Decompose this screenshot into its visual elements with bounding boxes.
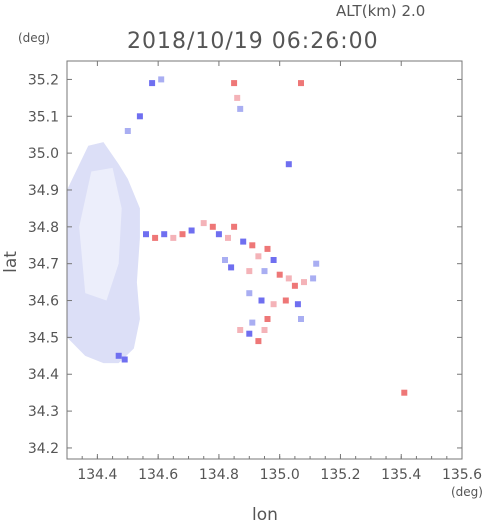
y-tick-label: 35.1 — [28, 109, 59, 125]
y-tick-label: 34.4 — [28, 367, 59, 383]
y-tick-label: 34.3 — [28, 404, 59, 420]
y-tick-label: 34.5 — [28, 330, 59, 346]
echo-point — [124, 128, 131, 134]
y-tick-label: 34.6 — [28, 294, 59, 310]
echo-point — [301, 279, 307, 286]
altitude-label: ALT(km) 2.0 — [336, 2, 425, 20]
echo-point — [161, 231, 168, 238]
echo-point — [401, 389, 408, 396]
echo-point — [255, 338, 262, 345]
echo-point — [282, 297, 289, 304]
echo-point — [285, 275, 292, 282]
echo-point — [261, 268, 268, 275]
x-tick-label: 135.0 — [260, 467, 300, 483]
echo-point — [209, 223, 216, 230]
echo-point — [215, 231, 222, 238]
echo-point — [170, 234, 177, 241]
echo-point — [121, 356, 128, 363]
echo-point — [291, 282, 298, 289]
echo-point — [240, 238, 247, 245]
echo-point — [276, 271, 283, 278]
x-axis-title: lon — [252, 505, 278, 521]
echo-point — [294, 301, 301, 308]
y-unit-label: (deg) — [18, 31, 50, 45]
echo-point — [225, 234, 231, 241]
echo-point — [255, 253, 262, 260]
echo-point — [237, 105, 244, 112]
echo-point — [200, 220, 207, 227]
x-axis-ticks: 134.4 134.6 134.8 135.0 135.2 135.4 135.6 — [66, 61, 482, 483]
echo-point — [264, 316, 271, 322]
x-unit-label: (deg) — [451, 485, 483, 499]
y-tick-label: 34.9 — [28, 183, 59, 199]
y-tick-label: 34.7 — [28, 257, 59, 273]
echo-point — [270, 257, 277, 263]
y-tick-label: 35.2 — [28, 72, 59, 88]
echo-point — [237, 327, 244, 333]
echo-point — [246, 268, 253, 275]
echo-point — [270, 301, 277, 308]
echo-point — [249, 242, 256, 249]
echo-point — [136, 113, 143, 120]
x-tick-label: 135.6 — [442, 467, 482, 483]
echo-point — [258, 297, 265, 304]
y-axis-title: lat — [1, 251, 21, 273]
x-tick-label: 134.6 — [138, 467, 178, 483]
echo-point — [149, 80, 156, 87]
echo-point — [228, 264, 235, 271]
y-tick-label: 35.0 — [28, 146, 59, 162]
echo-point — [115, 352, 122, 359]
echo-point — [231, 223, 238, 230]
echo-point — [152, 234, 159, 241]
x-tick-label: 134.8 — [199, 467, 239, 483]
datetime-title: 2018/10/19 06:26:00 — [127, 29, 379, 54]
echo-point — [158, 76, 165, 83]
echo-point — [298, 80, 304, 87]
x-tick-label: 135.4 — [381, 467, 421, 483]
x-tick-label: 134.4 — [77, 467, 117, 483]
y-axis-ticks: 34.2 34.3 34.4 34.5 34.6 34.7 34.8 34.9 35.0 35.1… — [28, 72, 462, 457]
echo-point — [222, 257, 228, 263]
echo-point — [264, 245, 271, 252]
x-tick-label: 135.2 — [320, 467, 360, 483]
echo-point — [179, 231, 186, 238]
island-land-echo — [67, 142, 140, 364]
echo-point — [234, 94, 241, 101]
echo-point — [298, 316, 304, 322]
echo-point — [246, 330, 253, 337]
echo-point — [249, 319, 256, 326]
y-tick-label: 34.8 — [28, 220, 59, 236]
echo-point — [231, 80, 238, 87]
echo-point — [313, 260, 320, 267]
echo-point — [285, 161, 292, 168]
echo-points — [115, 76, 408, 396]
echo-point — [261, 327, 268, 333]
echo-point — [246, 290, 253, 297]
echo-point — [310, 275, 317, 282]
island-inner-shade — [79, 167, 122, 301]
echo-point — [143, 231, 149, 238]
y-tick-label: 34.2 — [28, 441, 59, 457]
echo-point — [188, 227, 195, 234]
